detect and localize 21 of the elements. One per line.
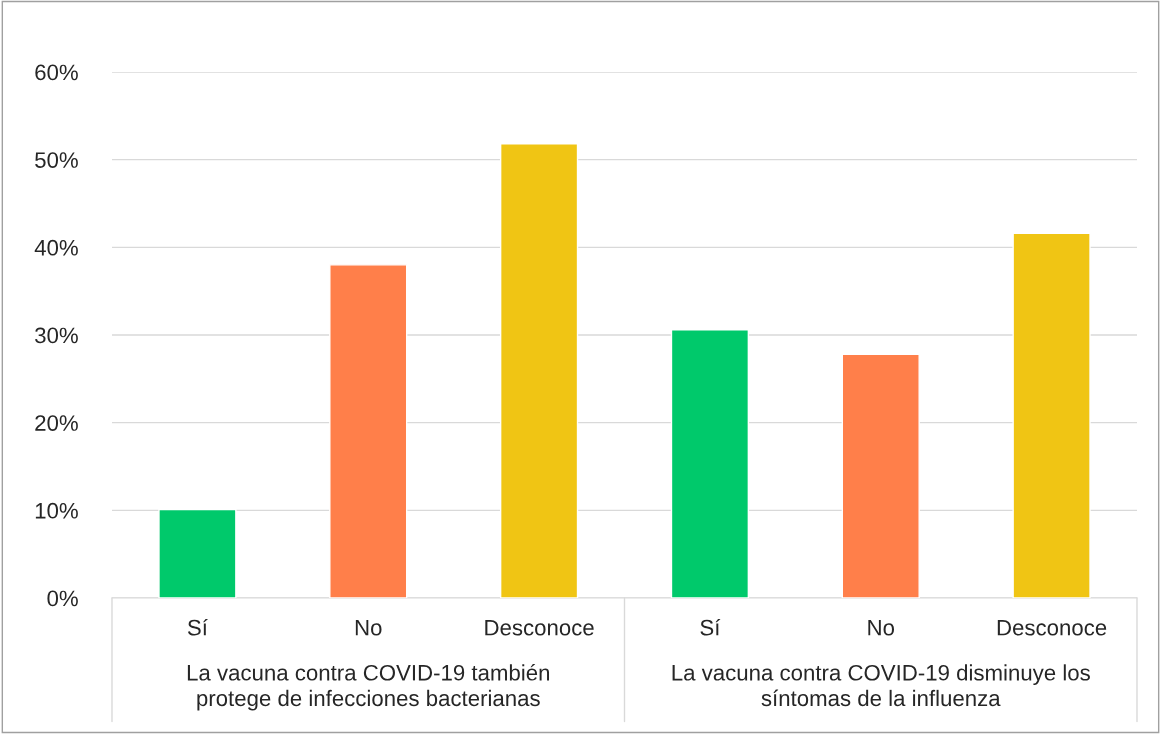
x-tick-label: Desconoce [485, 620, 594, 636]
y-tick-label: 10% [35, 502, 78, 519]
text: La vacuna contra COVID-19 también protege de infecciones bacterianas [187, 664, 550, 711]
x-tick-label: Sí [700, 618, 721, 636]
bar [841, 353, 920, 598]
bar [158, 508, 237, 598]
y-tick-label: 30% [35, 327, 78, 344]
y-tick-label: 60% [35, 64, 78, 81]
y-tick-label: 50% [35, 152, 78, 168]
bar [1012, 232, 1091, 598]
x-tick-label: Desconoce [997, 620, 1107, 636]
bar [670, 329, 750, 598]
y-tick-label: 40% [34, 239, 78, 256]
bar [499, 143, 579, 598]
text: La vacuna contra COVID-19 disminuye los síntomas de la influenza [672, 664, 1090, 707]
bar [329, 264, 408, 598]
x-tick-label: Sí [187, 618, 208, 636]
y-tick-label: 0% [47, 590, 78, 607]
x-tick-label: No [355, 620, 382, 636]
x-tick-label: No [868, 620, 895, 636]
y-tick-label: 20% [35, 415, 78, 431]
